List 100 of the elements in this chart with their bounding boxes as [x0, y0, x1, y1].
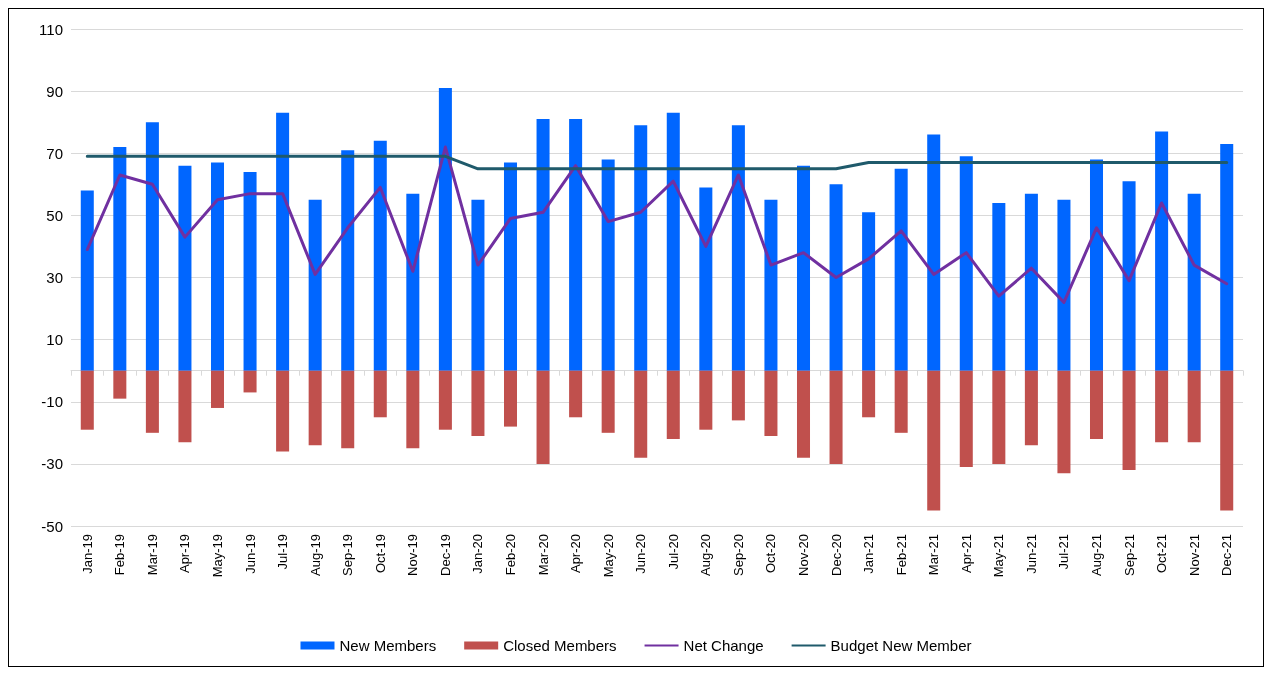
bar — [1155, 131, 1169, 371]
bar — [1057, 370, 1071, 474]
bar — [1220, 370, 1234, 511]
x-tick-label: May-20 — [600, 534, 616, 578]
bar — [634, 125, 648, 371]
bar — [862, 370, 876, 418]
bar — [601, 370, 615, 433]
x-tick-label: May-21 — [991, 534, 1007, 578]
bar — [1155, 370, 1169, 443]
bar — [113, 370, 127, 399]
y-tick-label: 30 — [46, 269, 63, 286]
x-tick-label: Feb-20 — [503, 534, 518, 576]
bar — [666, 112, 680, 371]
bar — [276, 112, 290, 371]
bar — [341, 150, 355, 371]
x-tick-label: Apr-19 — [177, 534, 193, 574]
bar — [1122, 370, 1136, 471]
x-tick-label: Dec-20 — [828, 534, 844, 576]
bar — [308, 370, 322, 446]
x-tick-label: Nov-19 — [405, 534, 421, 576]
y-tick-label: -50 — [41, 517, 63, 535]
bar — [1187, 370, 1201, 443]
bar — [145, 122, 159, 371]
x-tick-label: May-19 — [210, 534, 225, 578]
bar — [1024, 193, 1038, 371]
bar — [1220, 143, 1234, 371]
x-tick-label: Jun-21 — [1023, 534, 1039, 574]
bar — [1024, 370, 1038, 446]
x-tick-label: Dec-21 — [1219, 534, 1235, 576]
bar — [796, 165, 811, 371]
x-tick-label: Feb-21 — [893, 534, 909, 576]
bar — [601, 159, 615, 371]
y-tick-label: 10 — [46, 331, 63, 349]
bar — [536, 370, 550, 464]
bar — [406, 193, 420, 371]
x-tick-label: Jun-19 — [242, 534, 258, 574]
x-tick-label: Jul-19 — [275, 534, 291, 570]
x-tick-label: Oct-21 — [1154, 534, 1170, 574]
y-tick-label: -10 — [41, 393, 63, 411]
x-tick-label: Sep-19 — [340, 534, 356, 576]
bar — [471, 199, 485, 371]
bar — [959, 370, 973, 467]
bar — [503, 162, 518, 371]
x-tick-label: Mar-19 — [144, 534, 160, 576]
bar — [1057, 199, 1071, 371]
bar — [927, 370, 941, 511]
bar — [243, 171, 257, 371]
bar — [178, 370, 192, 443]
bar — [145, 370, 159, 433]
bar — [113, 147, 127, 371]
bar — [992, 370, 1006, 464]
bar — [80, 190, 94, 371]
x-tick-label: Jul-20 — [665, 534, 681, 570]
y-tick-label: 110 — [39, 20, 63, 38]
x-tick-label: Jan-20 — [470, 534, 486, 574]
x-tick-label: Oct-20 — [763, 534, 779, 574]
bar — [178, 165, 192, 371]
y-tick-label: -30 — [41, 455, 63, 473]
bar — [210, 370, 225, 408]
bar — [927, 134, 941, 371]
bar — [503, 370, 518, 427]
bar — [373, 140, 387, 371]
bar — [1089, 370, 1104, 440]
y-tick-label: 70 — [46, 144, 63, 162]
bar — [569, 370, 583, 418]
bar — [210, 162, 225, 371]
bar — [894, 168, 908, 371]
bar — [699, 187, 713, 371]
x-tick-label: Aug-20 — [698, 534, 714, 576]
bar — [373, 370, 387, 418]
bar — [471, 370, 485, 436]
x-tick-label: Jul-21 — [1056, 534, 1072, 570]
bar — [862, 212, 876, 371]
bar — [796, 370, 811, 458]
legend-label: Budget New Member — [830, 637, 972, 654]
bar — [80, 370, 94, 430]
bar — [829, 370, 843, 464]
x-tick-label: Jan-21 — [861, 534, 877, 574]
x-tick-label: Nov-21 — [1186, 534, 1202, 576]
bar — [699, 370, 713, 430]
x-tick-label: Sep-20 — [730, 534, 746, 576]
x-tick-label: Apr-20 — [568, 534, 584, 574]
y-tick-label: 90 — [46, 82, 63, 100]
bar — [406, 370, 420, 449]
x-tick-label: Mar-20 — [535, 534, 551, 576]
bar — [341, 370, 355, 449]
bar — [1122, 181, 1136, 371]
x-tick-label: Jun-20 — [633, 534, 649, 574]
bar — [634, 370, 648, 458]
x-tick-label: Dec-19 — [437, 534, 453, 576]
bar — [764, 199, 778, 371]
bar — [308, 199, 322, 371]
bar — [438, 88, 452, 371]
x-tick-label: Aug-19 — [307, 534, 323, 576]
x-tick-label: Aug-21 — [1089, 534, 1104, 576]
x-tick-label: Apr-21 — [958, 534, 974, 574]
bar — [731, 370, 745, 421]
legend-label: Net Change — [683, 637, 764, 654]
bar — [1089, 159, 1104, 371]
bar — [536, 119, 550, 371]
